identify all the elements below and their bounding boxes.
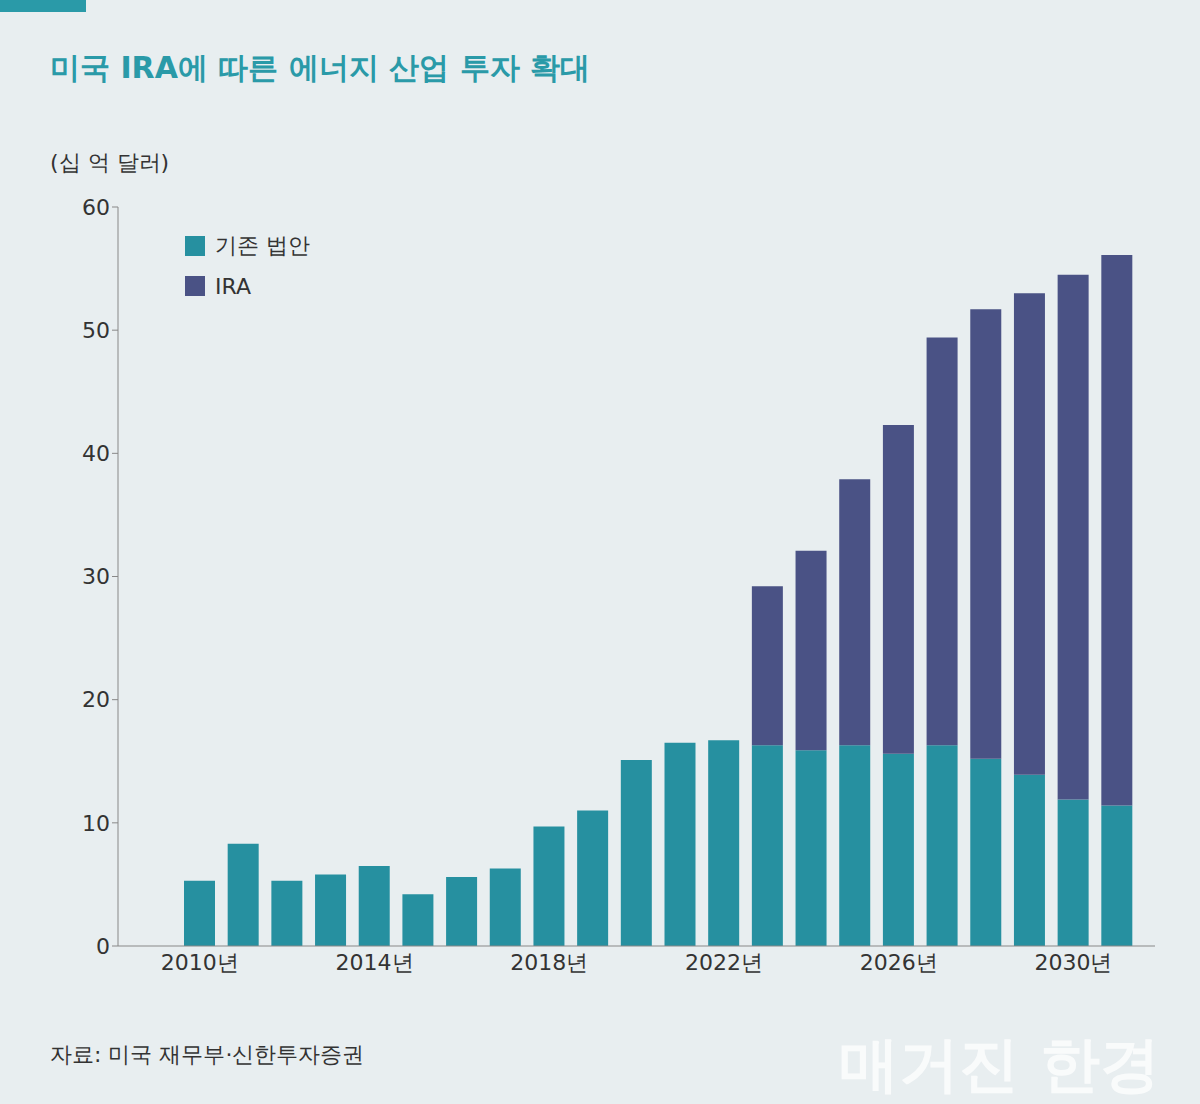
svg-text:2026년: 2026년 — [860, 950, 938, 975]
svg-text:20: 20 — [82, 687, 110, 712]
html-text:(십 억 달러): (십 억 달러) — [50, 150, 170, 175]
svg-text:2014년: 2014년 — [336, 950, 414, 975]
svg-text:50: 50 — [82, 318, 110, 343]
html-text:IRA: IRA — [215, 273, 251, 299]
svg-text:30: 30 — [82, 564, 110, 589]
html-text:매거진 한경: 매거진 한경 — [839, 1029, 1160, 1099]
svg-text:2010년: 2010년 — [161, 950, 239, 975]
svg-text:2018년: 2018년 — [510, 950, 588, 975]
html-text:자료: 미국 재무부·신한투자증권: 자료: 미국 재무부·신한투자증권 — [50, 1042, 365, 1067]
svg-text:10: 10 — [82, 811, 110, 836]
svg-text:2030년: 2030년 — [1034, 950, 1112, 975]
html-text:미국 IRA에 따른 에너지 산업 투자 확대: 미국 IRA에 따른 에너지 산업 투자 확대 — [50, 50, 591, 85]
svg-text:2022년: 2022년 — [685, 950, 763, 975]
html-text:기존 법안: 기존 법안 — [215, 233, 310, 258]
svg-text:60: 60 — [82, 195, 110, 220]
svg-text:0: 0 — [96, 934, 110, 959]
svg-text:40: 40 — [82, 441, 110, 466]
